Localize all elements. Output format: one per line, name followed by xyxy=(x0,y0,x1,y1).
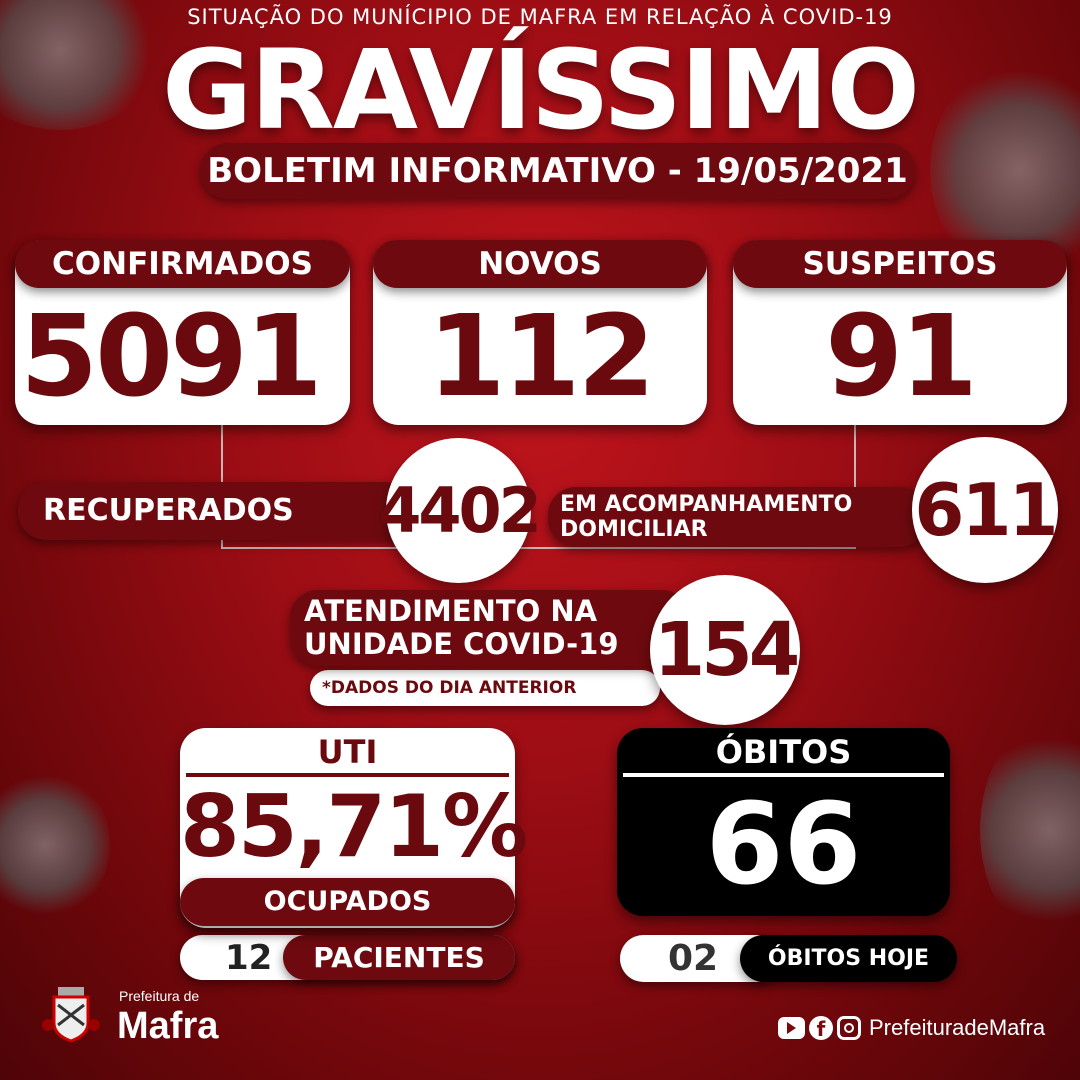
obitos-today-count: 02 xyxy=(668,937,719,979)
uti-card: UTI 85,71% OCUPADOS xyxy=(180,728,528,928)
connector xyxy=(221,547,856,549)
atendimento-value: 154 xyxy=(653,607,800,693)
note-pill: *DADOS DO DIA ANTERIOR xyxy=(310,670,660,706)
recuperados-label: RECUPERADOS xyxy=(43,493,294,528)
confirmados-card: CONFIRMADOS 5091 xyxy=(15,240,350,425)
obitos-today-label: ÓBITOS HOJE xyxy=(767,945,930,971)
confirmados-value: 5091 xyxy=(20,292,323,422)
uti-value: 85,71% xyxy=(180,777,528,877)
patients-label: PACIENTES xyxy=(313,940,485,974)
novos-label: NOVOS xyxy=(478,246,602,282)
acompanhamento-label: EM ACOMPANHAMENTO xyxy=(560,492,853,517)
novos-card: NOVOS 112 xyxy=(373,240,707,425)
patients-label-pill: PACIENTES xyxy=(283,935,515,980)
instagram-icon[interactable] xyxy=(837,1016,861,1040)
recuperados-value: 4402 xyxy=(378,473,542,547)
uti-status: OCUPADOS xyxy=(263,886,432,917)
note-text: *DADOS DO DIA ANTERIOR xyxy=(322,678,577,698)
youtube-icon[interactable] xyxy=(778,1017,805,1039)
acompanhamento-label: DOMICILIAR xyxy=(560,517,708,542)
atendimento-label-pill: ATENDIMENTO NA UNIDADE COVID-19 xyxy=(290,590,690,666)
social-handle: PrefeituradeMafra xyxy=(869,1015,1046,1040)
atendimento-label: UNIDADE COVID-19 xyxy=(304,627,619,661)
obitos-today-label-pill: ÓBITOS HOJE xyxy=(740,935,957,982)
org-name: Mafra xyxy=(117,1005,219,1047)
suspeitos-label: SUSPEITOS xyxy=(802,246,998,282)
novos-value: 112 xyxy=(427,292,656,422)
confirmados-label: CONFIRMADOS xyxy=(52,246,313,282)
acompanhamento-circle: 611 xyxy=(912,437,1059,583)
suspeitos-value: 91 xyxy=(825,292,978,422)
org-prefix: Prefeitura de xyxy=(119,988,200,1004)
divider xyxy=(623,773,944,777)
obitos-label: ÓBITOS xyxy=(715,733,852,771)
recuperados-circle: 4402 xyxy=(378,438,542,583)
uti-label: UTI xyxy=(317,733,378,771)
obitos-card: ÓBITOS 66 xyxy=(617,728,950,916)
obitos-value: 66 xyxy=(705,780,862,910)
subtitle: SITUAÇÃO DO MUNÍCIPIO DE MAFRA EM RELAÇÃ… xyxy=(187,5,893,29)
recuperados-label-pill: RECUPERADOS xyxy=(18,482,418,540)
acompanhamento-value: 611 xyxy=(914,468,1058,552)
facebook-icon[interactable]: f xyxy=(809,1016,833,1041)
virus-image xyxy=(0,770,110,920)
suspeitos-card: SUSPEITOS 91 xyxy=(733,240,1067,425)
virus-image xyxy=(980,720,1080,940)
atendimento-circle: 154 xyxy=(650,575,800,725)
atendimento-label: ATENDIMENTO NA xyxy=(304,594,598,628)
social-links: f PrefeituradeMafra xyxy=(778,1015,1045,1041)
acompanhamento-label-pill: EM ACOMPANHAMENTO DOMICILIAR xyxy=(548,487,928,547)
patients-count: 12 xyxy=(225,937,273,978)
alert-level: GRAVÍSSIMO xyxy=(161,26,920,154)
divider xyxy=(186,773,509,777)
bulletin-banner: BOLETIM INFORMATIVO - 19/05/2021 xyxy=(200,143,915,199)
coat-of-arms-logo xyxy=(40,985,102,1047)
bulletin-date: BOLETIM INFORMATIVO - 19/05/2021 xyxy=(207,151,908,191)
